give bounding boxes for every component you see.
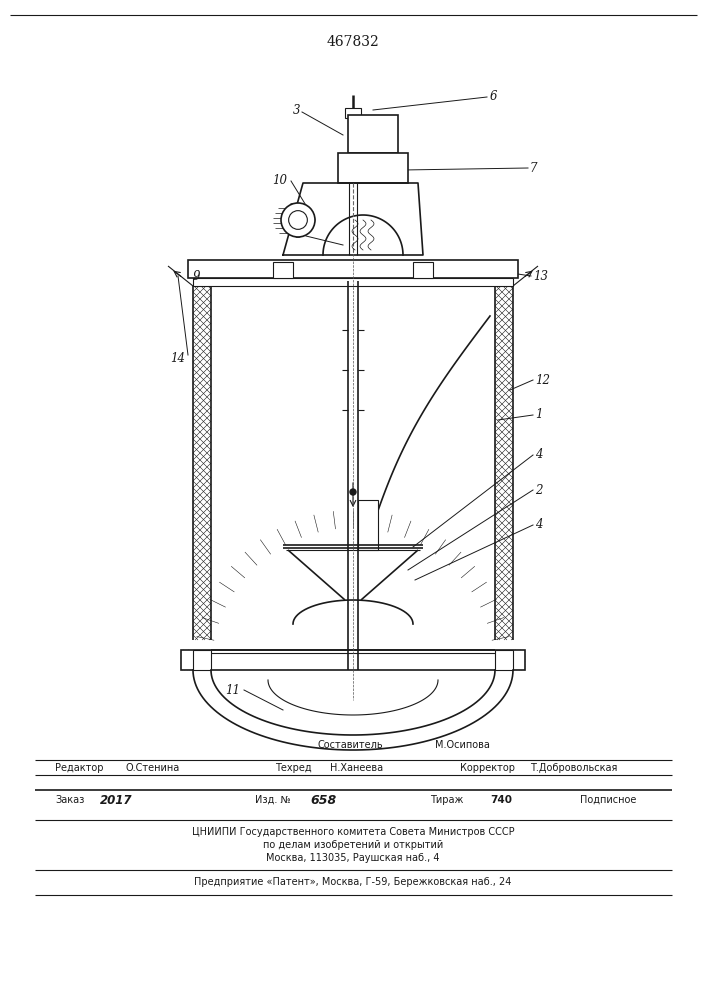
- Text: по делам изобретений и открытий: по делам изобретений и открытий: [263, 840, 443, 850]
- Text: 10: 10: [272, 174, 287, 186]
- Text: Т.Добровольская: Т.Добровольская: [530, 763, 617, 773]
- Text: 4: 4: [535, 518, 542, 532]
- Text: 11: 11: [225, 684, 240, 696]
- Bar: [413, 262, 433, 278]
- Text: М.Осипова: М.Осипова: [435, 740, 490, 750]
- Text: 2017: 2017: [100, 794, 132, 806]
- Circle shape: [350, 489, 356, 495]
- Bar: [188, 260, 518, 278]
- Text: 658: 658: [310, 794, 337, 806]
- Text: 1: 1: [535, 408, 542, 422]
- Polygon shape: [283, 183, 423, 255]
- Text: 13: 13: [533, 269, 548, 282]
- Bar: [345, 108, 361, 118]
- Text: Техред: Техред: [275, 763, 312, 773]
- Text: 14: 14: [170, 352, 185, 364]
- Text: Москва, 113035, Раушская наб., 4: Москва, 113035, Раушская наб., 4: [267, 853, 440, 863]
- Text: 9: 9: [192, 269, 200, 282]
- Circle shape: [281, 203, 315, 237]
- Text: Редактор: Редактор: [55, 763, 103, 773]
- Text: 4: 4: [535, 448, 542, 462]
- Text: Предприятие «Патент», Москва, Г-59, Бережковская наб., 24: Предприятие «Патент», Москва, Г-59, Бере…: [194, 877, 512, 887]
- Text: 740: 740: [490, 795, 512, 805]
- Bar: [181, 650, 525, 670]
- Text: Тираж: Тираж: [430, 795, 463, 805]
- Text: ЦНИИПИ Государственного комитета Совета Министров СССР: ЦНИИПИ Государственного комитета Совета …: [192, 827, 514, 837]
- Text: 2: 2: [535, 484, 542, 496]
- Text: 5: 5: [291, 206, 298, 219]
- Text: 12: 12: [535, 373, 550, 386]
- Text: 3: 3: [293, 104, 300, 116]
- Bar: [348, 115, 398, 153]
- Text: Изд. №: Изд. №: [255, 795, 291, 805]
- Text: Подписное: Подписное: [580, 795, 636, 805]
- Text: 6: 6: [490, 91, 498, 104]
- Text: Заказ: Заказ: [55, 795, 84, 805]
- Text: 467832: 467832: [327, 35, 380, 49]
- Text: Корректор: Корректор: [460, 763, 515, 773]
- Bar: [193, 650, 211, 670]
- Bar: [495, 650, 513, 670]
- Text: Н.Ханеева: Н.Ханеева: [330, 763, 383, 773]
- Text: Составитель: Составитель: [317, 740, 382, 750]
- Text: О.Стенина: О.Стенина: [125, 763, 180, 773]
- Bar: [273, 262, 293, 278]
- Text: 8: 8: [295, 229, 302, 241]
- Text: 7: 7: [530, 161, 537, 174]
- Bar: [358, 500, 378, 550]
- Bar: [193, 278, 513, 286]
- Bar: [338, 153, 408, 183]
